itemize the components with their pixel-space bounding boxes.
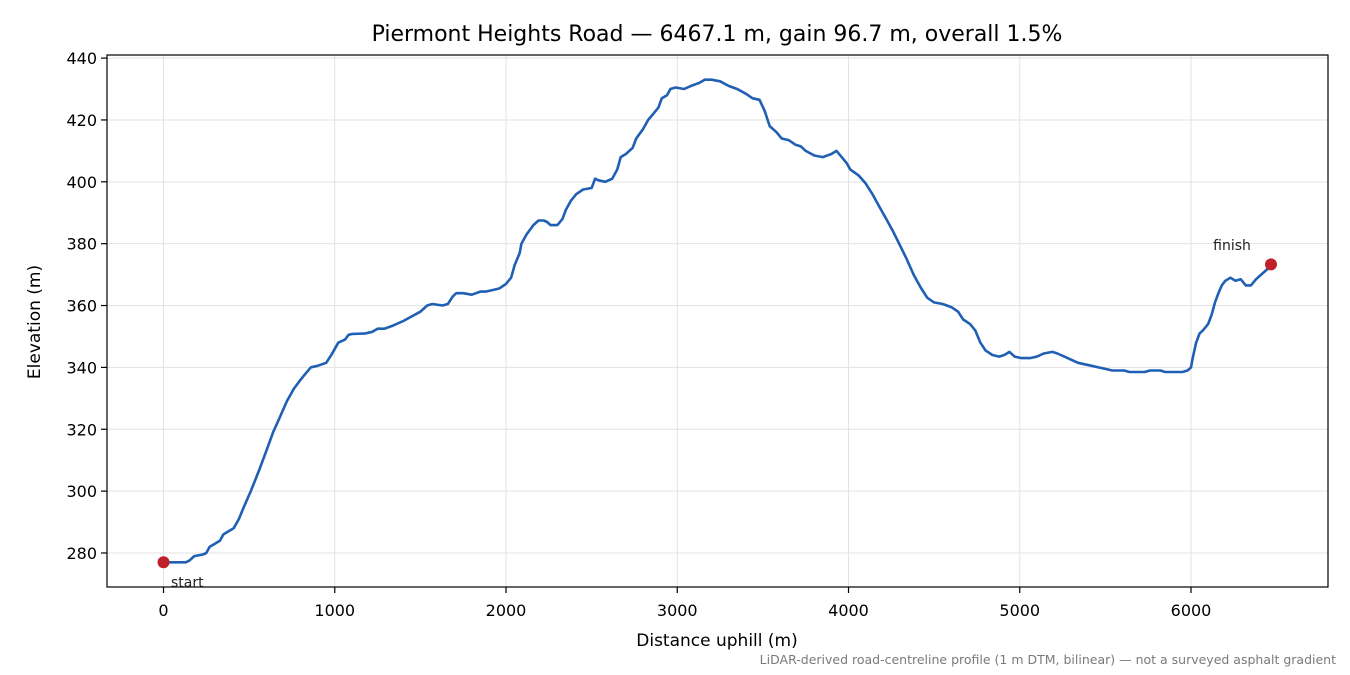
y-tick-label: 360 xyxy=(66,297,97,316)
x-tick-label: 4000 xyxy=(828,601,869,620)
x-tick-label: 5000 xyxy=(999,601,1040,620)
plot-area xyxy=(157,78,1277,569)
chart-title: Piermont Heights Road — 6467.1 m, gain 9… xyxy=(372,22,1063,47)
y-tick-label: 340 xyxy=(66,358,97,377)
start-marker xyxy=(157,556,170,569)
start-label: start xyxy=(171,575,204,591)
y-tick-label: 440 xyxy=(66,49,97,68)
x-tick-label: 3000 xyxy=(657,601,698,620)
grid xyxy=(107,55,1328,587)
y-tick-label: 400 xyxy=(66,173,97,192)
elevation-line xyxy=(162,78,1273,564)
x-tick-label: 0 xyxy=(158,601,168,620)
y-axis-label: Elevation (m) xyxy=(25,265,45,379)
footnote: LiDAR-derived road-centreline profile (1… xyxy=(760,652,1336,667)
y-tick-label: 320 xyxy=(66,420,97,439)
finish-marker xyxy=(1264,258,1277,271)
plot-frame xyxy=(106,54,1329,588)
finish-label: finish xyxy=(1213,238,1251,254)
y-tick-label: 280 xyxy=(66,544,97,563)
x-tick-label: 2000 xyxy=(486,601,527,620)
y-tick-label: 380 xyxy=(66,235,97,254)
x-tick-label: 6000 xyxy=(1171,601,1212,620)
y-tick-label: 300 xyxy=(66,482,97,501)
x-axis-label: Distance uphill (m) xyxy=(636,631,797,651)
y-tick-label: 420 xyxy=(66,111,97,130)
x-tick-label: 1000 xyxy=(314,601,355,620)
axes: 0 1000 2000 3000 4000 5000 6000 280 300 320 340 360… xyxy=(66,49,1329,620)
